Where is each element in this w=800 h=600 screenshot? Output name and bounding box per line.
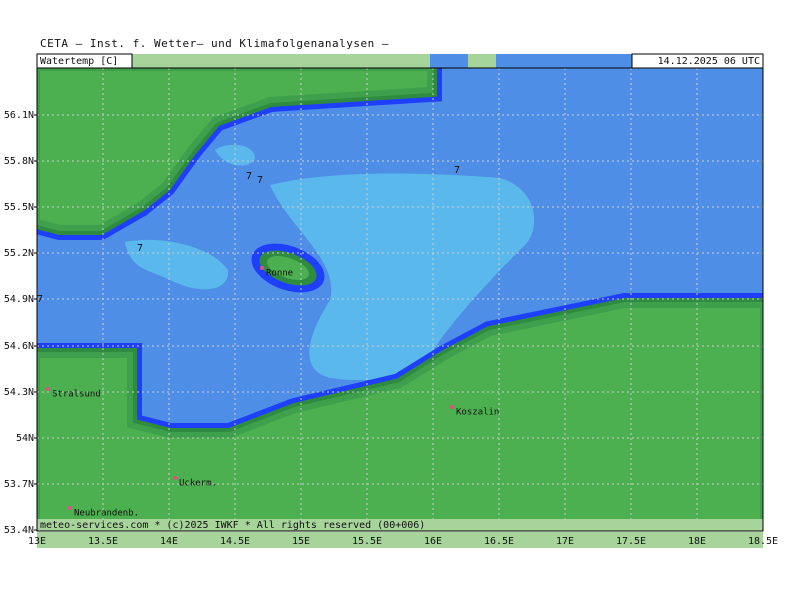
x-tick-label: 13.5E	[88, 536, 118, 547]
x-tick-label: 15.5E	[352, 536, 382, 547]
land-north	[37, 68, 442, 240]
y-tick-label: 54N	[16, 433, 34, 444]
x-tick-label: 17E	[556, 536, 574, 547]
title-left: Watertemp [C]	[40, 56, 118, 67]
x-tick-label: 18E	[688, 536, 706, 547]
contour-label: 7	[454, 165, 460, 176]
warm-patch	[125, 239, 229, 290]
y-tick-label: 54.9N	[4, 294, 34, 305]
x-tick-label: 15E	[292, 536, 310, 547]
y-tick-label: 53.4N	[4, 525, 34, 536]
place-label: Neubrandenb.	[74, 509, 139, 519]
place-marker	[260, 266, 264, 270]
title-strip-sea	[430, 54, 468, 68]
place-label: Ronne	[266, 269, 293, 279]
x-tick-label: 13E	[28, 536, 46, 547]
place-label: Koszalin	[456, 408, 499, 418]
y-tick-label: 55.5N	[4, 202, 34, 213]
footer: meteo-services.com * (c)2025 IWKF * All …	[40, 520, 425, 531]
y-tick-label: 56.1N	[4, 110, 34, 121]
y-tick-label: 54.6N	[4, 341, 34, 352]
y-tick-label: 54.3N	[4, 387, 34, 398]
place-marker	[450, 405, 454, 409]
x-tick-label: 18.5E	[748, 536, 778, 547]
place-marker	[173, 476, 177, 480]
contour-label: 7	[246, 171, 252, 182]
labels: 13E 13.5E 14E 14.5E 15E 15.5E 16E 16.5E 17E 17.5E…	[4, 110, 778, 547]
x-axis-band	[37, 532, 763, 548]
warm-patch	[215, 144, 255, 166]
place-label: Uckerm.	[179, 479, 217, 489]
contour-label: 7	[257, 175, 263, 186]
warm-patch	[270, 173, 535, 381]
x-tick-label: 14.5E	[220, 536, 250, 547]
island	[251, 243, 325, 293]
contour-label: 7	[37, 294, 43, 305]
place-marker	[46, 387, 50, 391]
x-tick-label: 14E	[160, 536, 178, 547]
y-tick-label: 55.2N	[4, 248, 34, 259]
place-marker	[68, 506, 72, 510]
x-tick-label: 16E	[424, 536, 442, 547]
y-tick-label: 55.8N	[4, 156, 34, 167]
x-tick-label: 16.5E	[484, 536, 514, 547]
header: CETA – Inst. f. Wetter– und Klimafolgena…	[40, 37, 389, 50]
place-label: Stralsund	[52, 390, 101, 400]
x-tick-label: 17.5E	[616, 536, 646, 547]
land-south	[37, 293, 763, 531]
map-layers	[37, 68, 763, 531]
title-right: 14.12.2025 06 UTC	[658, 56, 760, 67]
contour-label: 7	[137, 243, 143, 254]
footer-band	[37, 519, 763, 531]
y-tick-label: 53.7N	[4, 479, 34, 490]
